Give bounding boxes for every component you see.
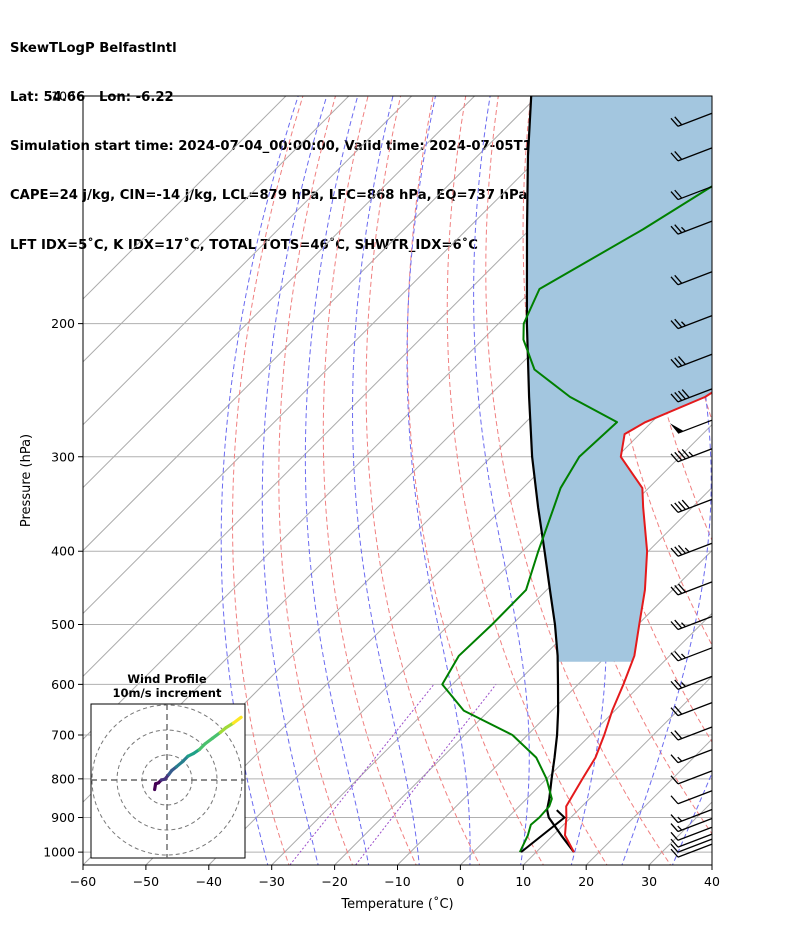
dry-adiabat [322,96,417,865]
wind-barb [670,826,713,841]
y-tick-label: 300 [51,449,75,464]
wind-barb [670,353,713,368]
isotherm-line [83,96,413,426]
hodograph-subtitle: 10m/s increment [113,686,222,700]
x-tick-label: −60 [70,874,96,889]
x-tick-label: 40 [704,874,720,889]
wind-barb [670,647,713,662]
wind-barb [670,843,713,858]
y-tick-label: 900 [51,810,75,825]
dewpoint-line [441,185,712,853]
moist-adiabat [352,96,420,865]
parcel-profile-line [525,96,575,853]
wind-barb [670,112,713,127]
moist-adiabat [304,96,370,865]
stability-params-1: CAPE=24 j/kg, CIN=-14 j/kg, LCL=879 hPa,… [10,188,528,204]
wind-barb [670,749,713,764]
y-tick-label: 100 [51,89,75,104]
wind-barb [670,817,713,833]
moist-adiabat [261,96,328,865]
dry-adiabat [446,96,608,865]
dry-adiabat [278,96,354,865]
dry-adiabat [406,96,544,865]
moist-adiabat [671,771,712,865]
mixing-ratio-line [289,684,435,865]
wind-barb [670,419,713,434]
wind-barb [670,388,713,403]
wind-barb [670,702,713,717]
y-tick-label: 800 [51,771,75,786]
isotherm-line [83,96,287,300]
wind-barb [670,770,713,785]
plot-area [83,61,794,883]
wind-barb [670,185,713,201]
isotherm-line [83,96,539,552]
x-tick-label: 20 [578,874,594,889]
mixing-ratio-line [354,684,497,865]
wind-barb [670,675,713,690]
x-tick-label: −20 [321,874,347,889]
x-tick-label: −30 [259,874,285,889]
isotherm-line [270,423,712,865]
dry-adiabat [660,96,712,422]
x-axis-title: Temperature (˚C) [340,896,453,912]
dry-adiabat [759,96,794,868]
y-tick-label: 500 [51,617,75,632]
dry-adiabat [365,96,481,865]
isotherm-line [83,96,476,489]
x-tick-label: 10 [515,874,531,889]
station-title: SkewTLogP BelfastIntl [10,40,177,56]
y-tick-label: 1000 [43,845,75,860]
cape-shading [526,96,712,662]
stability-params-2: LFT IDX=5˚C, K IDX=17˚C, TOTAL TOTS=46˚C… [10,237,478,253]
isotherm-line [585,738,712,865]
isotherm-line [396,549,712,865]
isotherm-line [522,675,712,865]
hodograph-title: Wind Profile [127,672,207,686]
hodograph-segment [231,715,243,725]
x-tick-label: 30 [641,874,657,889]
wind-barb [670,448,713,463]
moist-adiabat [406,96,471,865]
y-tick-label: 400 [51,544,75,559]
wind-barb [670,838,713,853]
wind-barb [670,498,713,513]
moist-adiabat [220,96,299,865]
wind-barb [670,808,713,824]
moist-adiabat [621,96,712,865]
moist-adiabat [473,96,530,865]
dry-adiabat [726,96,794,868]
x-tick-label: −10 [384,874,410,889]
wind-barb [670,315,713,330]
wind-barb [670,220,713,235]
dry-adiabat [485,96,672,865]
temperature-line [563,391,712,853]
isotherm-line [459,612,712,865]
isotherm-line [83,96,602,615]
x-tick-label: −40 [196,874,222,889]
wind-barb [670,271,713,286]
dry-adiabat [232,96,304,865]
y-tick-label: 200 [51,316,75,331]
lcl-path-line [520,809,567,853]
wind-barb [670,147,713,162]
wind-barb [670,726,713,741]
x-tick-label: 0 [456,874,464,889]
wind-barb [670,581,713,596]
wind-barb [670,790,713,805]
wind-barb [670,615,713,631]
y-tick-label: 600 [51,677,75,692]
x-tick-label: −50 [133,874,159,889]
chart-header: SkewTLogP BelfastIntl Lat: 54.66 Lon: -6… [10,8,612,270]
wind-barb [670,542,713,557]
isotherm-line [756,61,794,883]
isotherm-line [83,96,350,363]
y-axis-title: Pressure (hPa) [19,434,34,527]
y-tick-label: 700 [51,727,75,742]
isotherm-line [333,486,712,865]
station-location: Lat: 54.66 Lon: -6.22 [10,90,174,106]
wind-barb [670,833,713,848]
